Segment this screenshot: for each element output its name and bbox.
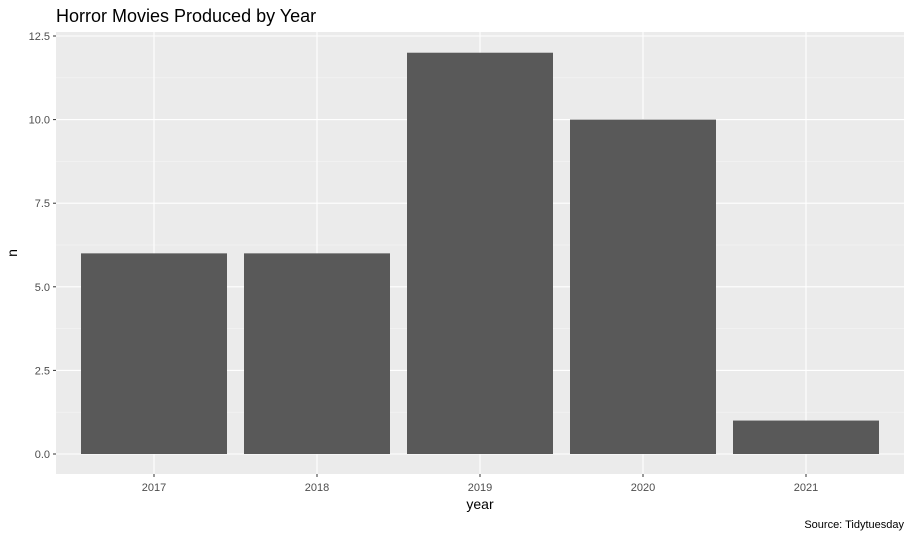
- bars: [81, 52, 879, 454]
- bar-2019: [407, 52, 553, 454]
- chart-caption: Source: Tidytuesday: [804, 519, 904, 531]
- y-axis: 0.0 2.5 5.0 7.5 10.0 12.5: [29, 31, 56, 461]
- bar-2018: [244, 253, 390, 454]
- y-tick-label: 12.5: [29, 31, 50, 43]
- bar-2020: [570, 119, 716, 454]
- y-tick-label: 2.5: [35, 365, 50, 377]
- y-tick-label: 7.5: [35, 198, 50, 210]
- bar-2021: [733, 420, 879, 454]
- x-tick-label: 2020: [631, 482, 655, 494]
- y-axis-title: n: [4, 249, 20, 257]
- chart-title: Horror Movies Produced by Year: [56, 6, 316, 26]
- x-axis: 2017 2018 2019 2020 2021: [142, 474, 818, 494]
- y-tick-label: 0.0: [35, 449, 50, 461]
- y-tick-label: 5.0: [35, 282, 50, 294]
- x-tick-label: 2019: [468, 482, 492, 494]
- x-tick-label: 2021: [794, 482, 818, 494]
- x-axis-title: year: [466, 496, 494, 512]
- y-tick-label: 10.0: [29, 115, 50, 127]
- bar-2017: [81, 253, 227, 454]
- x-tick-label: 2017: [142, 482, 166, 494]
- x-tick-label: 2018: [305, 482, 329, 494]
